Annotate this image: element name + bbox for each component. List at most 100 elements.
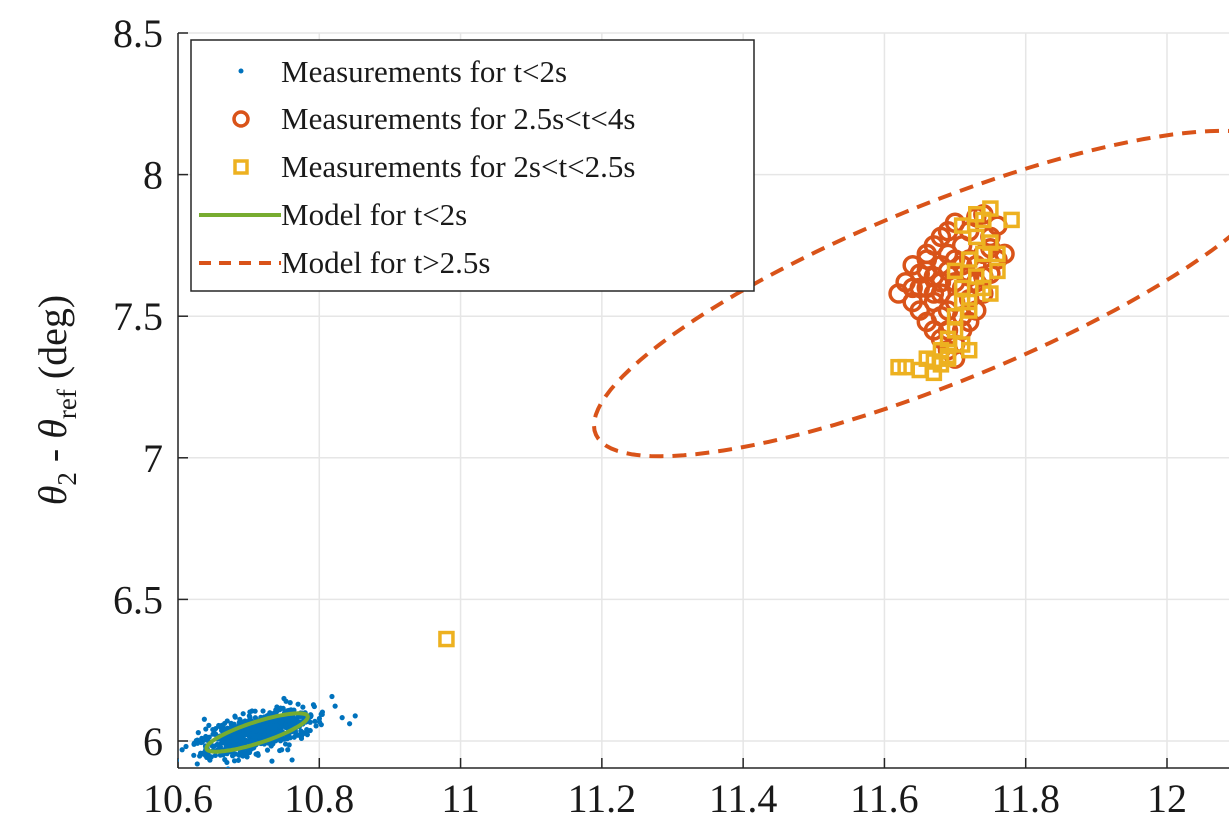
square-marker [438,630,455,648]
dot-marker [255,727,261,733]
dot-marker [247,714,253,720]
square-marker [953,336,971,353]
y-tick-label: 8 [143,153,163,198]
dot-marker [347,721,353,727]
legend-label: Measurements for t<2s [281,54,567,89]
square-marker [989,262,1006,280]
dot-marker [311,703,317,710]
dot-marker [232,734,238,741]
dot-marker [231,742,237,748]
dot-marker [300,704,306,710]
x-tick-label: 12 [1147,776,1187,821]
dot-marker [300,731,306,737]
legend-box [190,39,755,292]
x-tick-label: 11.4 [709,776,778,821]
circle-marker [937,243,959,265]
dot-marker [224,759,230,766]
dot-marker [238,732,245,738]
x-tick-label: 11.6 [850,776,919,821]
circle-marker [923,283,945,304]
dot-marker [211,728,217,734]
dot-marker [312,718,318,724]
square-marker [982,200,999,217]
dot-marker [255,750,261,757]
dot-marker [288,707,294,713]
legend-item-t-lt-2s: Measurements for t<2s [238,54,567,89]
dot-marker [165,753,170,758]
dot-marker [217,752,223,758]
dot-marker [281,715,287,722]
dot-marker [261,728,267,734]
dot-marker [352,713,358,719]
dot-marker [235,757,241,763]
dot-marker [222,720,228,727]
dot-marker [274,704,280,710]
dot-marker [281,695,287,702]
y-tick-label: 6.5 [113,577,163,622]
dot-marker [269,730,275,736]
dot-marker [285,747,291,753]
dot-marker [318,722,324,728]
plot-area [165,128,1229,768]
dot-marker [246,732,253,738]
legend-label: Measurements for 2s<t<2.5s [281,149,635,184]
model-ellipse-solid [204,711,310,754]
y-tick-label: 7.5 [113,294,163,339]
square-marker [982,285,999,302]
dot-marker [283,724,289,730]
square-marker [953,217,971,234]
dot-marker [179,747,185,753]
dot-marker [203,726,209,732]
dot-marker [191,752,197,758]
dot-marker [289,757,295,763]
dot-marker [263,724,269,730]
legend-item-model-t-lt-2s: Model for t<2s [199,197,467,232]
dot-marker [307,719,313,725]
dot-marker [240,711,246,717]
dot-marker [316,715,323,722]
dot-marker [329,693,335,700]
legend-dot-marker [238,68,244,74]
dot-marker [239,719,245,725]
dot-marker [217,744,223,750]
circle-marker [902,277,923,299]
x-tick-label: 11 [441,776,480,821]
dot-marker [264,747,271,753]
dot-marker [295,701,301,707]
square-marker [946,262,964,280]
dot-marker [183,743,189,750]
dot-marker [204,754,210,761]
dot-marker [232,713,238,719]
dot-marker [287,700,293,706]
tick-labels: 10.6 10.8 11 11.2 11.4 11.6 11.8 12 6 6.5 7 7.5 8 8.5 [113,11,1187,821]
dot-marker [225,766,231,768]
legend-item-model-t-gt-2-5s: Model for t>2.5s [199,245,491,280]
dot-marker [304,727,310,733]
dot-marker [212,752,219,759]
y-tick-label: 8.5 [113,11,163,56]
x-tick-label: 10.6 [143,776,213,821]
dot-marker [291,734,297,740]
dot-marker [198,739,204,746]
x-tick-label: 10.8 [284,776,354,821]
dot-marker [339,715,345,721]
dot-marker [251,727,257,733]
dot-marker [201,716,207,722]
circle-marker [916,260,938,282]
dot-marker [203,737,209,743]
square-marker [939,350,957,367]
dot-marker [252,708,258,714]
square-marker [960,302,978,319]
dot-marker [231,758,238,764]
dot-marker [286,717,292,724]
dot-marker [267,725,273,731]
square-marker [989,245,1006,263]
dot-marker [296,732,302,738]
dot-marker [273,709,280,715]
legend-label: Model for t>2.5s [281,245,491,280]
legend-item-2-5s-lt-t-lt-4s: Measurements for 2.5s<t<4s [232,101,635,136]
y-axis-label: θ2 - θref (deg) [30,295,82,506]
dot-marker [221,740,227,746]
square-marker [960,293,978,311]
